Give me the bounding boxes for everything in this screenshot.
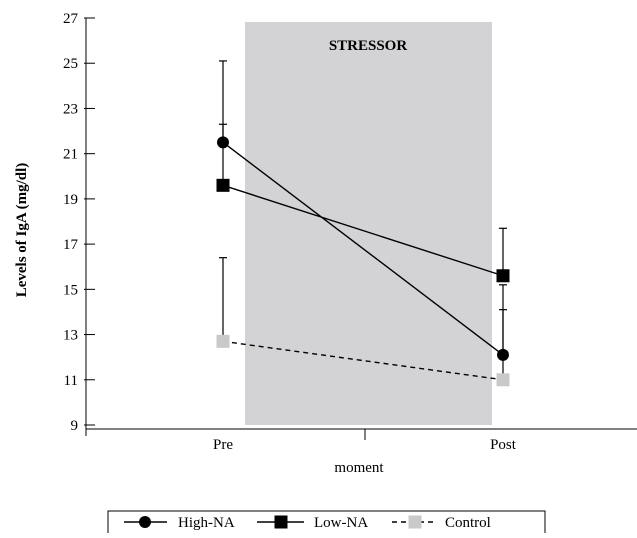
y-tick-label: 19 [63,192,78,208]
y-tick-label: 25 [63,56,78,72]
legend-marker [274,515,288,529]
y-tick-label: 27 [63,11,79,27]
y-tick-label: 9 [71,418,79,434]
y-tick-label: 11 [64,373,78,389]
series-line-high-na [222,141,504,356]
series-line-control [222,340,504,381]
y-tick-label: 23 [63,101,78,117]
y-tick-label: 21 [63,147,78,163]
data-point-high-na [217,136,229,149]
data-point-high-na [497,348,509,361]
legend-label: High-NA [178,515,235,531]
stressor-label: STRESSOR [329,38,408,54]
legend-label: Low-NA [314,515,368,531]
x-tick-label: Pre [213,437,233,453]
y-tick-label: 17 [63,237,79,253]
y-tick-label: 13 [63,328,78,344]
y-axis-title: Levels of IgA (mg/dl) [14,163,30,298]
legend-marker [408,515,422,529]
y-tick-label: 15 [63,282,78,298]
data-point-control [216,334,230,348]
legend-label: Control [445,515,491,531]
data-point-low-na [216,178,230,192]
stressor-region [245,22,492,425]
legend-marker [139,516,151,528]
legend: High-NA Low-NA Control [107,510,546,538]
x-axis-title: moment [334,460,384,476]
data-point-control [496,373,510,387]
x-tick-label: Post [490,437,517,453]
data-point-low-na [496,269,510,283]
series-line-low-na [222,184,504,277]
